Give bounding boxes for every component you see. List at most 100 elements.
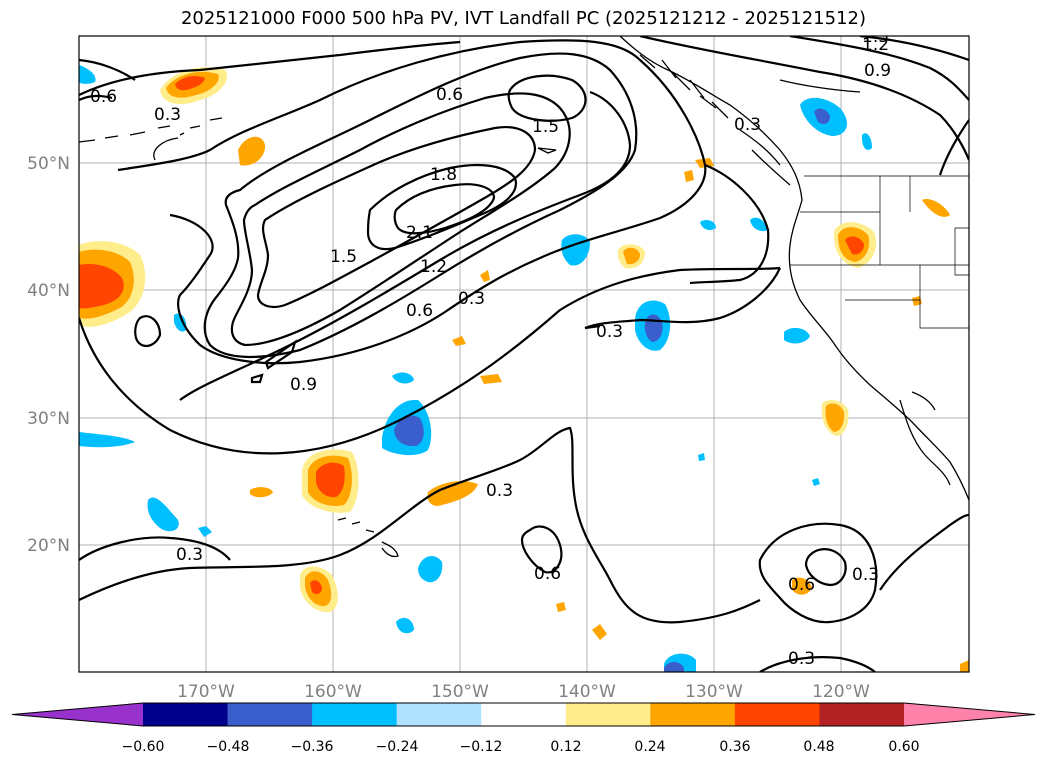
contour-label-19: 0.6 <box>788 575 815 595</box>
fill-blob-113w-47n <box>922 199 950 217</box>
contour-small-dot <box>250 373 264 384</box>
colorbar-label-6: 0.12 <box>550 739 581 755</box>
colorbar-swatch-4 <box>396 703 482 726</box>
fill-blob-155w-30n <box>382 399 432 456</box>
colorbar-label-5: −0.12 <box>460 739 503 755</box>
colorbar-outline <box>11 702 1036 727</box>
contour-1p2-ne <box>789 36 969 101</box>
fill-blob-124w-16n <box>792 577 812 595</box>
contour-0p3-southwest <box>79 536 231 561</box>
lon-tick-170w: 170°W <box>177 682 235 702</box>
colorbar-label-10: 0.60 <box>888 739 919 755</box>
map-frame <box>78 35 970 673</box>
contour-0p3-south <box>79 426 761 624</box>
contour-label-21: 0.3 <box>176 545 203 565</box>
contour-label-16: 0.3 <box>596 322 623 342</box>
colorbar-swatch-9 <box>819 703 905 726</box>
fill-blob-119w-43n <box>833 222 877 268</box>
fill-blob-167w <box>238 136 266 166</box>
contour-2p1-ring <box>393 183 496 235</box>
contour-1p5-ne <box>859 36 969 62</box>
coastline-small-island <box>537 147 557 154</box>
fill-blob-122w-25n <box>812 478 820 486</box>
colorbar-swatch-2 <box>227 703 313 726</box>
contour-0p9-ring <box>203 52 638 358</box>
coastline-north-america <box>619 36 969 501</box>
fill-blob-130w-45n <box>700 220 716 230</box>
state-borders-lines <box>790 175 969 329</box>
contour-label-18: 0.6 <box>534 564 561 584</box>
colorbar-label-3: −0.36 <box>291 739 334 755</box>
fill-blob-west-40n <box>79 241 146 327</box>
fill-blob-150w-24n <box>427 481 478 506</box>
contour-1p5-ring <box>256 126 537 309</box>
fill-blob-west-28n <box>79 432 135 448</box>
colorbar-label-8: 0.36 <box>719 739 750 755</box>
fill-blob-131w-10n-core <box>664 662 684 672</box>
lon-tick-140w: 140°W <box>558 682 616 702</box>
coastline-aleutian-chain <box>79 125 171 143</box>
fill-blob-148w-33n <box>480 374 502 384</box>
colorbar-label-2: −0.48 <box>207 739 250 755</box>
coastline-hawaii <box>337 517 399 558</box>
colorbar-swatch-5 <box>481 703 567 726</box>
colorbar-extend-high <box>904 703 1035 726</box>
pv-contours <box>79 36 969 672</box>
contour-0p3-tail <box>584 324 601 330</box>
contour-label-3: 0.6 <box>436 85 463 105</box>
colorbar-swatch-8 <box>734 703 820 726</box>
contour-small-streak <box>264 339 297 370</box>
contour-0p6-ring-se <box>804 548 847 587</box>
contour-label-2: 0.3 <box>154 105 181 125</box>
fill-blob-155w-13n <box>396 617 414 634</box>
contour-label-5: 1.2 <box>862 35 889 55</box>
fill-blob-nw-corner <box>79 65 96 84</box>
fill-blob-160w-25n <box>302 449 359 513</box>
colorbar-swatch-3 <box>312 703 398 726</box>
contour-label-6: 0.9 <box>864 61 891 81</box>
contour-label-9: 2.1 <box>406 223 433 243</box>
contour-0p3-se-edge <box>879 513 969 591</box>
lat-tick-50n: 50°N <box>27 154 70 174</box>
colorbar-label-9: 0.48 <box>803 739 834 755</box>
contour-0p9-ne <box>639 36 969 161</box>
lon-tick-labels: 170°W 160°W 150°W 140°W 130°W 120°W <box>177 682 870 702</box>
fill-blob-131w-49n <box>684 170 694 182</box>
contour-label-20: 0.3 <box>852 565 879 585</box>
ivt-pc-fills <box>79 65 969 672</box>
colorbar-label-1: −0.60 <box>122 739 165 755</box>
fill-blob-135w-42n <box>623 247 640 265</box>
map-title: 2025121000 F000 500 hPa PV, IVT Landfall… <box>180 8 867 29</box>
contour-label-12: 0.6 <box>406 301 433 321</box>
lon-tick-120w: 120°W <box>812 682 870 702</box>
fill-blob-160w-16n <box>300 566 338 613</box>
contour-ne-edge <box>938 119 969 176</box>
colorbar-extend-low <box>12 703 143 726</box>
contour-label-7: 1.5 <box>330 247 357 267</box>
contour-closed-west <box>134 315 162 347</box>
lat-tick-40n: 40°N <box>27 281 70 301</box>
contour-label-15: 0.3 <box>734 115 761 135</box>
contour-labels: 0.6 0.3 0.6 1.5 1.2 0.9 1.5 1.8 2.1 1.5 … <box>90 27 891 669</box>
contour-label-17: 0.3 <box>486 481 513 501</box>
contour-0p6-inner <box>117 39 707 365</box>
fill-blob-178w <box>147 497 179 532</box>
coastline-gulf <box>911 391 936 411</box>
coastlines <box>79 36 969 558</box>
lon-tick-130w: 130°W <box>685 682 743 702</box>
contour-0p9-south <box>179 90 632 401</box>
colorbar-swatches <box>11 702 1036 727</box>
fill-blob-se-corner <box>960 660 969 672</box>
graticule <box>79 36 969 672</box>
contour-label-22: 0.3 <box>788 649 815 669</box>
colorbar-swatch-7 <box>650 703 736 726</box>
state-borders <box>790 175 969 329</box>
lat-tick-20n: 20°N <box>27 536 70 556</box>
fill-blob-139w-13n <box>592 624 607 640</box>
fill-blob-124w-37n <box>784 327 810 344</box>
contour-label-1: 0.6 <box>90 87 117 107</box>
fill-blob-155w-18n <box>418 556 443 583</box>
contour-0p6-closed-south <box>520 525 563 574</box>
contour-label-10: 1.5 <box>862 27 889 47</box>
